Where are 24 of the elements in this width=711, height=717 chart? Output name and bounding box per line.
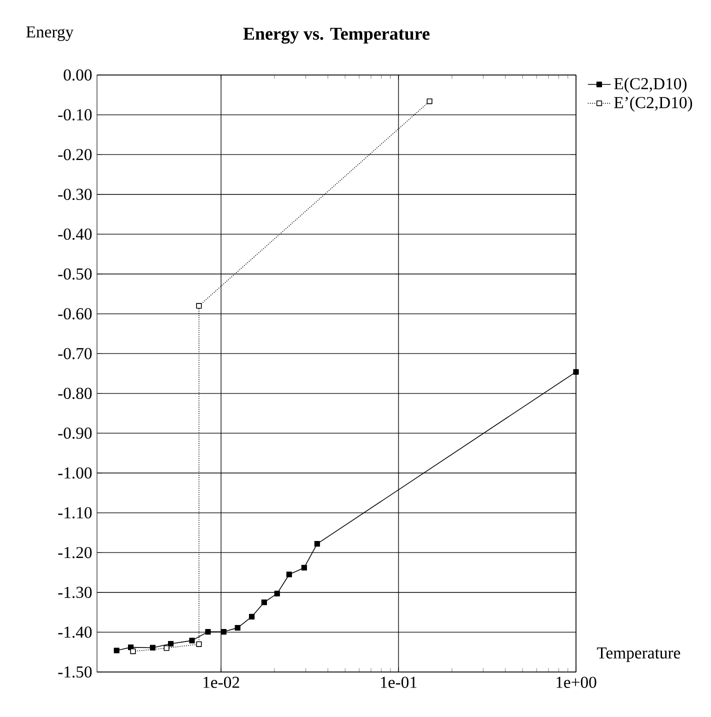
y-tick-label: -0.10 <box>58 109 92 120</box>
y-tick-label: -1.10 <box>58 507 92 518</box>
chart-title: Energy vs. Temperature <box>243 28 430 44</box>
y-tick-label: -0.30 <box>58 188 92 200</box>
y-tick-label: -1.00 <box>58 467 92 479</box>
y-tick-label: -0.90 <box>58 428 92 439</box>
y-tick-label: 0.00 <box>64 69 92 81</box>
y-tick-label: -0.60 <box>58 308 92 320</box>
legend-label: E(C2,D10) <box>614 78 687 93</box>
y-tick-label: -0.20 <box>58 148 92 160</box>
legend-label: E’(C2,D10) <box>614 96 692 112</box>
y-tick-label: -1.40 <box>58 626 92 638</box>
y-tick-label: -0.50 <box>58 268 92 280</box>
y-tick-label: -1.50 <box>58 666 92 678</box>
x-tick-label: 1e-02 <box>204 676 240 688</box>
x-axis-title: Temperature <box>596 647 680 662</box>
y-tick-label: -0.70 <box>58 348 92 360</box>
y-axis-title: Energy <box>26 26 74 41</box>
y-tick-label: -1.30 <box>58 586 92 598</box>
y-tick-label: -0.40 <box>58 228 92 240</box>
x-tick-label: 1e+00 <box>556 676 596 688</box>
x-tick-label: 1e-01 <box>381 676 417 688</box>
y-tick-label: -0.80 <box>58 388 92 400</box>
y-tick-label: -1.20 <box>58 546 92 558</box>
